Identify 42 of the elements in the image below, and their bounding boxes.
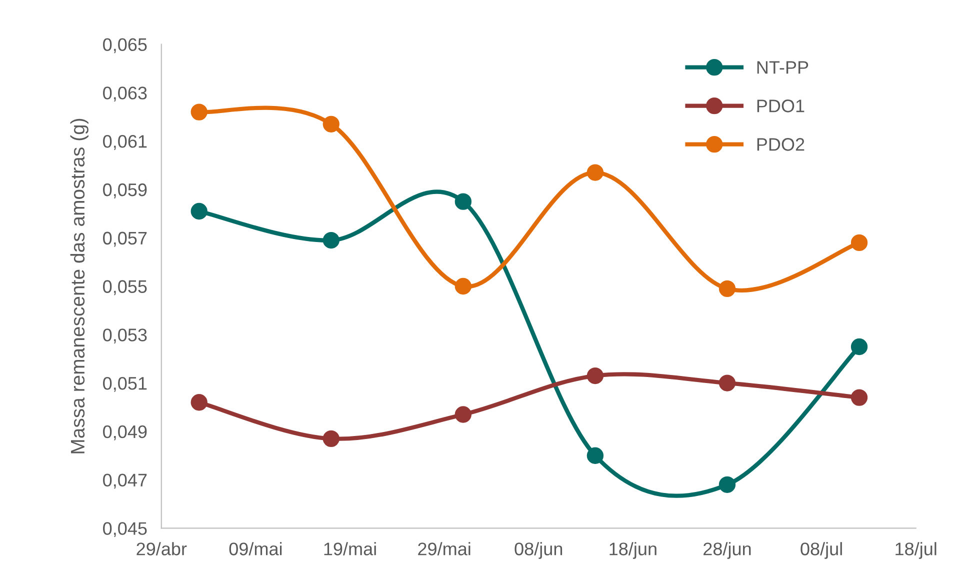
point: [190, 104, 208, 120]
x-tick-label: 29/abr: [136, 542, 187, 556]
point: [850, 234, 868, 252]
x-tick-label: 28/jun: [704, 542, 751, 559]
point: [850, 338, 868, 356]
legend-label: PDO1: [757, 100, 804, 112]
point: [586, 447, 604, 464]
legend-label: PDO2: [757, 138, 804, 151]
x-tick-label: 18/jul: [896, 542, 936, 559]
x-tick-label: 18/jun: [610, 542, 656, 559]
point: [322, 430, 340, 448]
x-tick-label: 08/jul: [800, 542, 842, 559]
y-tick-label: 0,063: [103, 86, 147, 102]
y-tick-label: 0,059: [103, 183, 147, 198]
legend-label: NT-PP: [757, 61, 808, 74]
point: [454, 278, 472, 295]
y-tick-label: 0,053: [103, 328, 147, 344]
y-tick-label: 0,049: [103, 425, 147, 440]
y-tick-label: 0,055: [103, 280, 147, 296]
point: [190, 202, 208, 220]
x-tick-label: 08/jun: [514, 542, 562, 559]
y-axis-title: Massa remanescente das amostras (g): [70, 118, 88, 454]
y-tick-label: 0,061: [103, 135, 147, 150]
point: [322, 116, 340, 132]
y-tick-label: 0,057: [103, 232, 147, 247]
point: [322, 232, 340, 249]
point: [718, 280, 736, 298]
y-tick-label: 0,045: [103, 522, 147, 538]
x-tick-label: 29/mai: [418, 542, 470, 556]
y-tick-label: 0,051: [103, 376, 147, 392]
point: [454, 193, 472, 210]
point: [718, 476, 736, 493]
point: [850, 389, 868, 406]
point: [718, 374, 736, 392]
point: [586, 367, 604, 384]
y-tick-label: 0,065: [103, 38, 147, 54]
point: [586, 164, 604, 181]
y-tick-label: 0,047: [103, 474, 147, 489]
x-tick-label: 09/mai: [229, 542, 282, 556]
point: [454, 406, 472, 423]
point: [190, 394, 208, 411]
x-tick-label: 19/mai: [324, 542, 376, 556]
